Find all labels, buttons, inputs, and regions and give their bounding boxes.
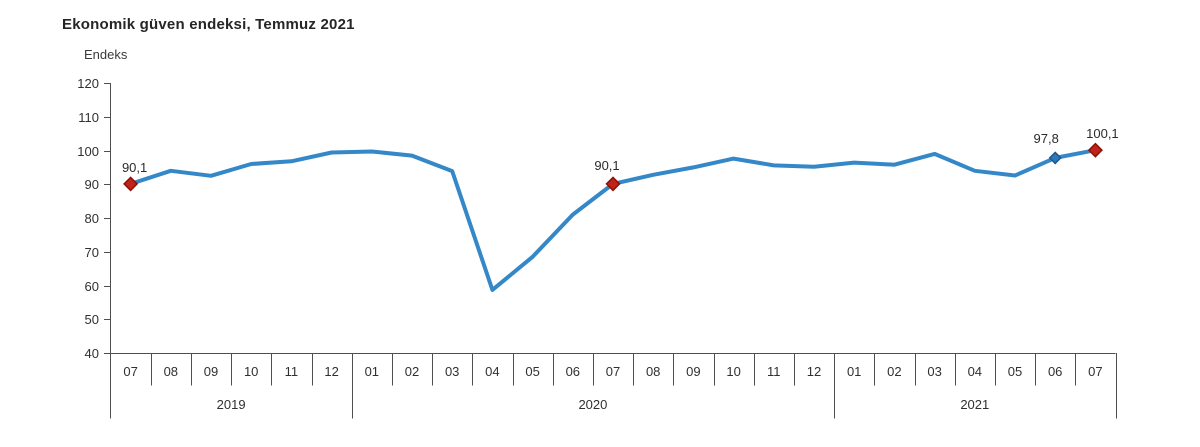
chart-title: Ekonomik güven endeksi, Temmuz 2021 xyxy=(62,16,355,33)
y-axis-tick-label: 120 xyxy=(77,76,99,91)
x-axis-month-label: 04 xyxy=(968,364,982,379)
x-axis-month-label: 03 xyxy=(927,364,941,379)
x-axis-month-label: 09 xyxy=(204,364,218,379)
x-axis-month-label: 05 xyxy=(1008,364,1022,379)
x-axis-month-label: 03 xyxy=(445,364,459,379)
x-axis-month-label: 04 xyxy=(485,364,499,379)
x-axis-month-label: 05 xyxy=(525,364,539,379)
x-axis-month-label: 11 xyxy=(285,364,299,379)
data-point-value-label: 90,1 xyxy=(122,160,147,175)
highlight-data-point-marker xyxy=(1087,142,1103,158)
y-axis-tick-label: 80 xyxy=(85,211,99,226)
y-axis-tick-label: 50 xyxy=(85,312,99,327)
x-axis-month-label: 01 xyxy=(847,364,861,379)
x-axis-month-label: 12 xyxy=(807,364,821,379)
x-axis-year-label: 2020 xyxy=(578,397,607,412)
x-axis-month-label: 10 xyxy=(244,364,258,379)
x-axis-month-label: 07 xyxy=(1088,364,1102,379)
x-axis-month-label: 08 xyxy=(646,364,660,379)
x-axis-month-label: 02 xyxy=(887,364,901,379)
x-axis-month-label: 02 xyxy=(405,364,419,379)
y-axis-unit-label: Endeks xyxy=(84,47,128,62)
y-axis-tick-label: 70 xyxy=(85,245,99,260)
y-axis-tick-label: 90 xyxy=(85,177,99,192)
x-axis-month-label: 12 xyxy=(324,364,338,379)
x-axis-month-label: 06 xyxy=(566,364,580,379)
highlight-data-point-marker xyxy=(123,176,139,192)
y-axis-tick-label: 100 xyxy=(77,144,99,159)
data-point-value-label: 97,8 xyxy=(1034,131,1059,146)
x-axis-month-label: 08 xyxy=(164,364,178,379)
data-point-value-label: 90,1 xyxy=(594,158,619,173)
x-axis-month-label: 01 xyxy=(365,364,379,379)
x-axis-year-label: 2021 xyxy=(960,397,989,412)
x-axis-year-label: 2019 xyxy=(217,397,246,412)
y-axis-tick-label: 60 xyxy=(85,279,99,294)
x-axis-month-label: 07 xyxy=(123,364,137,379)
data-point-marker xyxy=(1048,151,1062,165)
y-axis-tick-label: 40 xyxy=(85,346,99,361)
x-axis-month-label: 10 xyxy=(726,364,740,379)
x-axis-month-label: 06 xyxy=(1048,364,1062,379)
x-axis-month-label: 07 xyxy=(606,364,620,379)
x-axis-month-label: 11 xyxy=(767,364,781,379)
data-point-value-label: 100,1 xyxy=(1086,126,1119,141)
y-axis-tick-label: 110 xyxy=(78,110,99,125)
highlight-data-point-marker xyxy=(605,176,621,192)
x-axis-month-label: 09 xyxy=(686,364,700,379)
